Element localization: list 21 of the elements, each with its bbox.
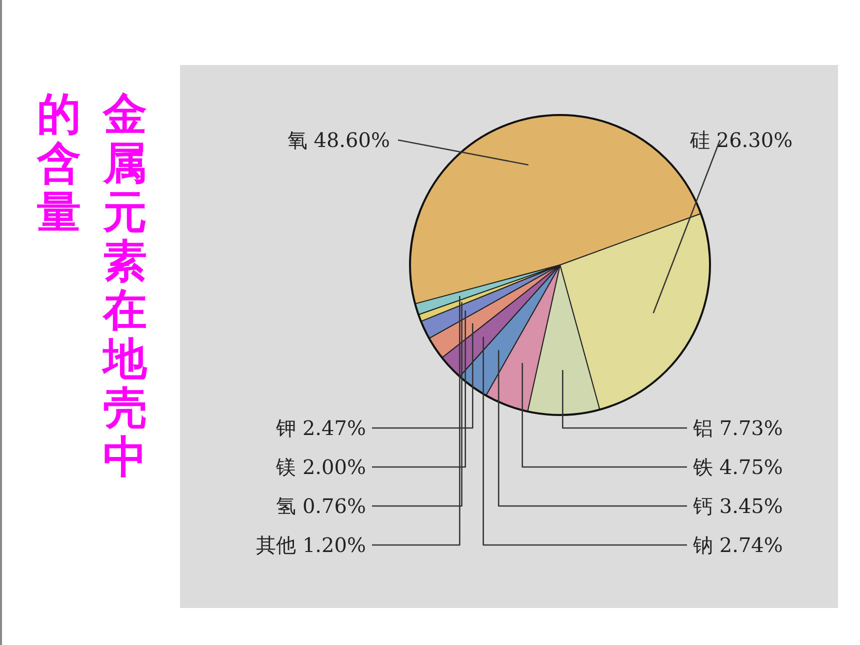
slice-label: 钙 (692, 494, 720, 518)
slice-label: 钾 (275, 416, 302, 440)
data-label: 0.76% (302, 494, 366, 518)
slice-label: 镁 (275, 455, 302, 479)
slice-label: 氢 (276, 494, 302, 518)
slice-label: 氧 (287, 128, 314, 152)
slice-label: 铝 (692, 416, 720, 440)
slice-label: 铁 (692, 455, 720, 479)
slice-label: 硅 (689, 128, 716, 152)
data-label: 2.74% (719, 533, 783, 557)
slice-label: 钠 (692, 533, 720, 557)
chart-title: 金属元素在地壳中的含量 (37, 89, 147, 483)
data-label: 48.60% (314, 128, 390, 152)
data-label: 2.47% (302, 416, 366, 440)
data-label: 2.00% (302, 455, 366, 479)
data-label: 4.75% (719, 455, 783, 479)
data-label: 26.30% (716, 128, 793, 152)
data-label: 7.73% (719, 416, 783, 440)
slice-label: 其他 (256, 533, 302, 557)
data-label: 3.45% (719, 494, 783, 518)
data-label: 1.20% (302, 533, 366, 557)
